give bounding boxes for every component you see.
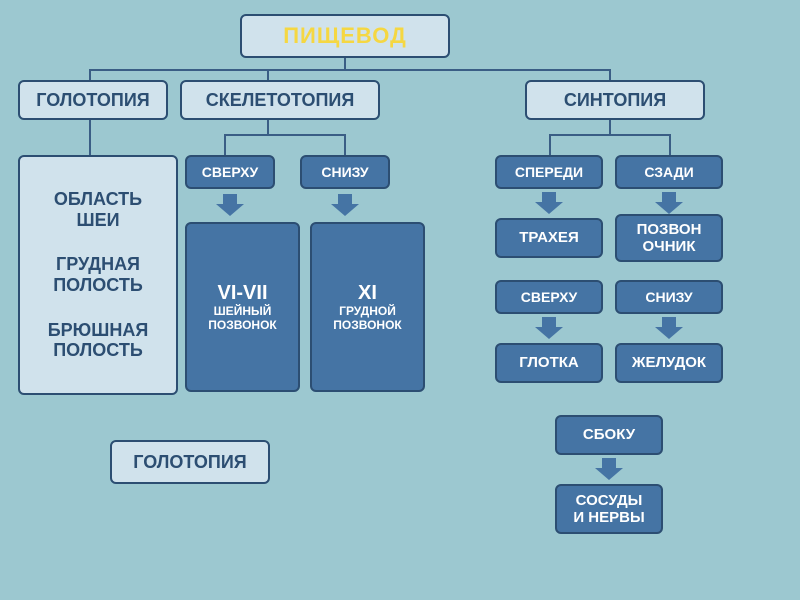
category-holotopy-label: ГОЛОТОПИЯ (36, 90, 150, 111)
syn-back: СЗАДИ (615, 155, 723, 189)
syn-front: СПЕРЕДИ (495, 155, 603, 189)
holotopy-footer: ГОЛОТОПИЯ (110, 440, 270, 484)
syn-vessels: СОСУДЫ И НЕРВЫ (555, 484, 663, 534)
arrow-icon (535, 317, 563, 339)
category-syntopy: СИНТОПИЯ (525, 80, 705, 120)
syn-trachea-label: ТРАХЕЯ (519, 229, 578, 246)
skel-bottom-detail: XI ГРУДНОЙ ПОЗВОНОК (310, 222, 425, 392)
arrow-icon (216, 194, 244, 216)
syn-spine: ПОЗВОН ОЧНИК (615, 214, 723, 262)
arrow-icon (535, 192, 563, 214)
syn-bottom2: СНИЗУ (615, 280, 723, 314)
skel-top-main: VI-VII (217, 282, 267, 305)
holotopy-line2: ГРУДНАЯ ПОЛОСТЬ (43, 254, 153, 295)
holotopy-footer-label: ГОЛОТОПИЯ (133, 452, 247, 473)
syn-pharynx-label: ГЛОТКА (519, 354, 578, 371)
arrow-icon (331, 194, 359, 216)
category-skeletotopy-label: СКЕЛЕТОТОПИЯ (206, 90, 355, 111)
holotopy-detail: ОБЛАСТЬ ШЕИ ГРУДНАЯ ПОЛОСТЬ БРЮШНАЯ ПОЛО… (18, 155, 178, 395)
syn-stomach: ЖЕЛУДОК (615, 343, 723, 383)
skel-top-label: СВЕРХУ (185, 155, 275, 189)
syn-side-label: СБОКУ (583, 426, 635, 443)
arrow-icon (655, 317, 683, 339)
holotopy-line1: ОБЛАСТЬ ШЕИ (48, 189, 148, 230)
title-text: ПИЩЕВОД (283, 23, 407, 48)
category-skeletotopy: СКЕЛЕТОТОПИЯ (180, 80, 380, 120)
arrow-icon (595, 458, 623, 480)
syn-spine-l2: ОЧНИК (643, 238, 696, 255)
syn-top2-label: СВЕРХУ (521, 289, 577, 305)
skel-top-sub: ШЕЙНЫЙ ПОЗВОНОК (198, 305, 288, 333)
syn-trachea: ТРАХЕЯ (495, 218, 603, 258)
syn-vessels-l1: СОСУДЫ (576, 492, 643, 509)
syn-spine-l1: ПОЗВОН (637, 221, 702, 238)
category-syntopy-label: СИНТОПИЯ (564, 90, 666, 111)
skel-top-detail: VI-VII ШЕЙНЫЙ ПОЗВОНОК (185, 222, 300, 392)
syn-side: СБОКУ (555, 415, 663, 455)
syn-stomach-label: ЖЕЛУДОК (632, 354, 706, 371)
skel-top-text: СВЕРХУ (202, 164, 258, 180)
skel-bottom-text: СНИЗУ (321, 164, 368, 180)
syn-front-label: СПЕРЕДИ (515, 164, 583, 180)
syn-vessels-l2: И НЕРВЫ (573, 509, 644, 526)
syn-top2: СВЕРХУ (495, 280, 603, 314)
skel-bot-sub: ГРУДНОЙ ПОЗВОНОК (323, 305, 413, 333)
title-box: ПИЩЕВОД (240, 14, 450, 58)
category-holotopy: ГОЛОТОПИЯ (18, 80, 168, 120)
arrow-icon (655, 192, 683, 214)
skel-bot-main: XI (358, 282, 377, 305)
syn-back-label: СЗАДИ (644, 164, 693, 180)
skel-bottom-label: СНИЗУ (300, 155, 390, 189)
syn-bottom2-label: СНИЗУ (645, 289, 692, 305)
syn-pharynx: ГЛОТКА (495, 343, 603, 383)
holotopy-line3: БРЮШНАЯ ПОЛОСТЬ (43, 320, 153, 361)
